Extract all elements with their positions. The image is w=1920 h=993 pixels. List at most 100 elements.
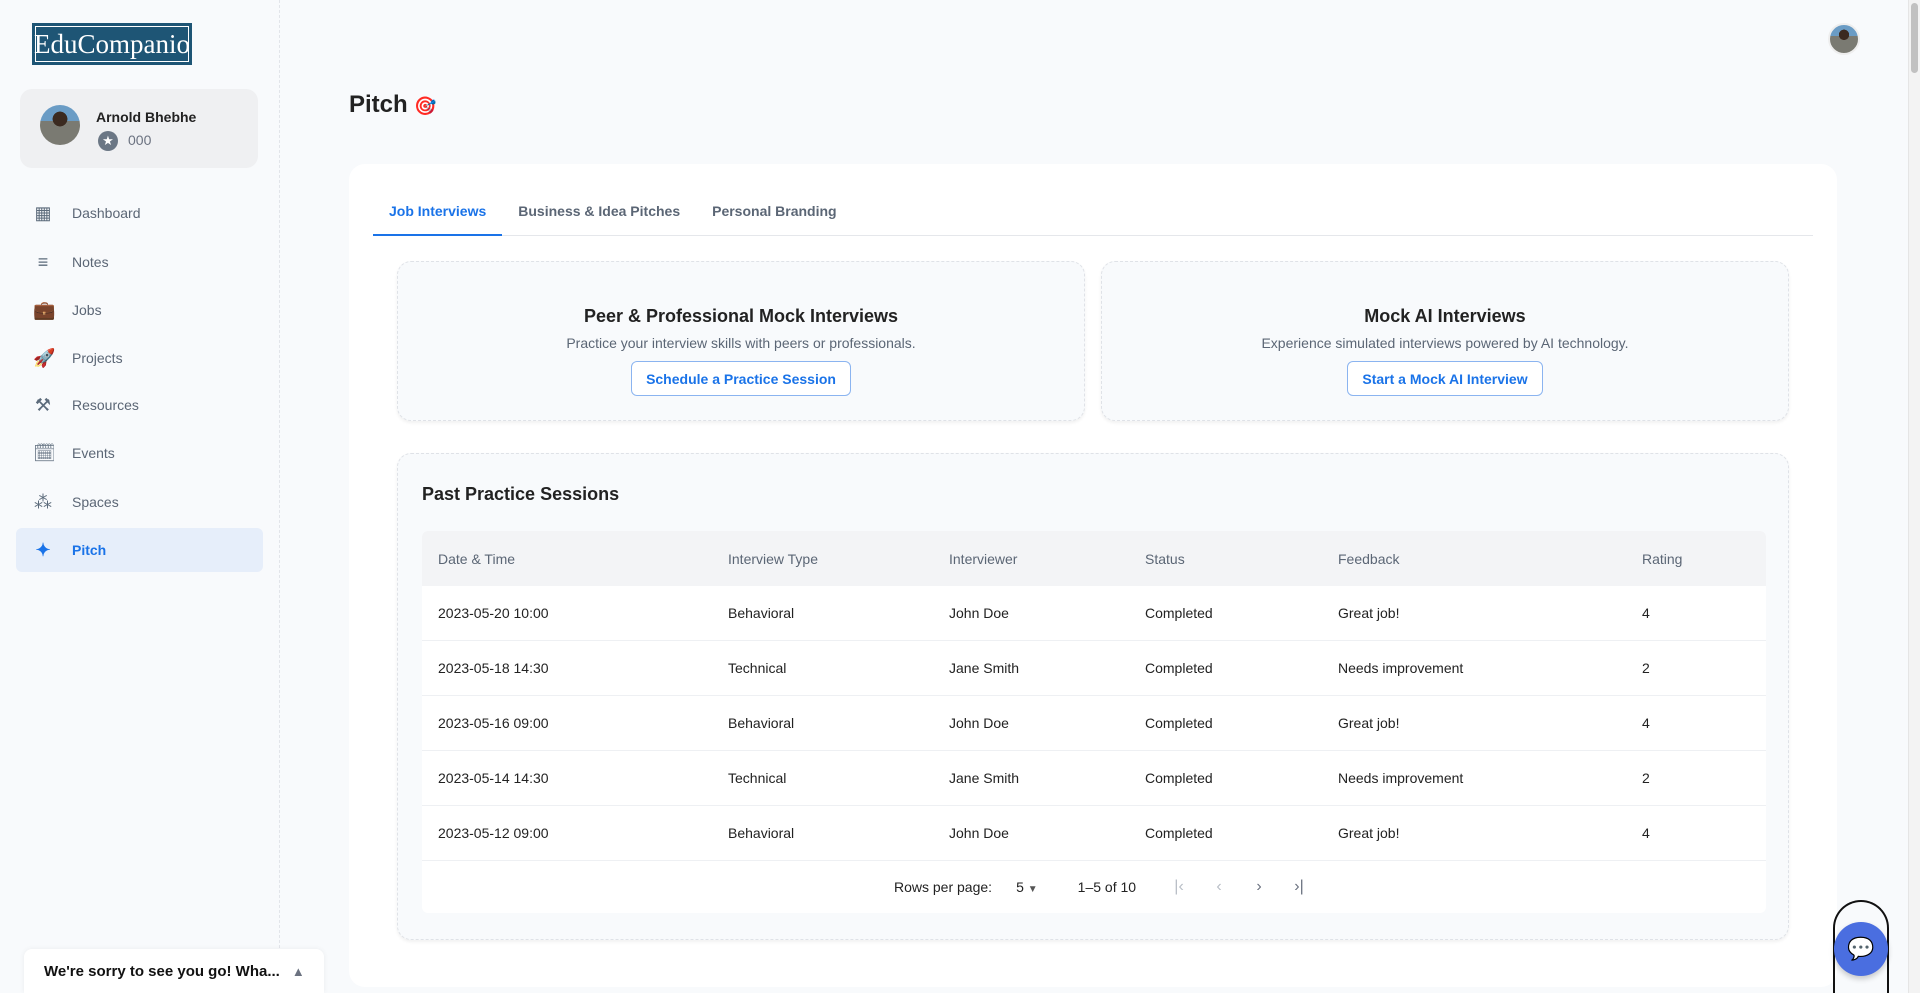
rows-per-page-select[interactable]: 5 ▼ — [1016, 879, 1038, 895]
table-cell: Great job! — [1338, 715, 1400, 731]
table-cell: 4 — [1642, 825, 1650, 841]
prev-page-icon[interactable]: ‹ — [1216, 878, 1222, 895]
table-cell: Needs improvement — [1338, 770, 1464, 786]
column-header[interactable]: Interviewer — [949, 550, 1018, 567]
profile-card[interactable]: Arnold Bhebhe ★ 000 — [20, 89, 258, 168]
table-cell: Needs improvement — [1338, 660, 1464, 676]
sidebar-item-label: Jobs — [72, 302, 102, 318]
table-cell: John Doe — [949, 605, 1009, 621]
chat-sparkle-icon: 💬 — [1847, 936, 1875, 961]
user-points: 000 — [128, 132, 152, 148]
logo[interactable]: EduCompanio — [32, 23, 192, 65]
column-header[interactable]: Feedback — [1338, 550, 1400, 567]
user-name: Arnold Bhebhe — [96, 109, 197, 125]
sparkle-icon: ✦ — [35, 539, 51, 560]
sidebar-item-jobs[interactable]: 💼 Jobs — [16, 288, 263, 332]
ai-chat-button[interactable]: 💬 — [1834, 922, 1888, 976]
page-title: Pitch 🎯 — [349, 91, 437, 118]
table-cell: Behavioral — [728, 715, 795, 731]
account-avatar[interactable] — [1828, 23, 1860, 55]
first-page-icon[interactable]: |‹ — [1174, 878, 1184, 895]
table-row[interactable]: 2023-05-18 14:30 Technical Jane Smith Compl… — [422, 641, 1766, 696]
sidebar-item-pitch[interactable]: ✦ Pitch — [16, 528, 263, 572]
table-header: Date & Time Interview Type Interviewer Stat… — [422, 531, 1766, 586]
option-title: Peer & Professional Mock Interviews — [583, 306, 899, 326]
table-cell: Technical — [728, 770, 787, 786]
section-title: Past Practice Sessions — [422, 484, 620, 504]
rows-per-page-label: Rows per page: — [894, 879, 993, 895]
tab-2[interactable]: Personal Branding — [712, 203, 837, 219]
column-header[interactable]: Interview Type — [728, 550, 819, 567]
sessions-table: Date & Time Interview Type Interviewer Stat… — [422, 531, 1766, 913]
table-cell: Completed — [1145, 825, 1213, 841]
sidebar-item-spaces[interactable]: ⁂ Spaces — [16, 480, 263, 524]
tools-icon: ⚒ — [34, 394, 52, 415]
table-cell: Completed — [1145, 660, 1213, 676]
last-page-icon[interactable]: ›| — [1294, 878, 1304, 895]
star-icon: ★ — [98, 131, 118, 151]
option-card: Mock AI Interviews Experience simulated i… — [1101, 261, 1789, 421]
option-description: Practice your interview skills with peer… — [566, 335, 916, 351]
briefcase-icon: 💼 — [33, 299, 56, 320]
sidebar-item-resources[interactable]: ⚒ Resources — [16, 383, 263, 427]
table-row[interactable]: 2023-05-14 14:30 Technical Jane Smith Compl… — [422, 751, 1766, 806]
tabs: Job Interviews Business & Idea Pitches Per… — [373, 200, 1813, 236]
workspaces-icon: ⁂ — [34, 491, 52, 512]
caret-down-icon: ▼ — [1027, 884, 1038, 895]
column-header[interactable]: Rating — [1642, 550, 1683, 567]
table-cell: 4 — [1642, 605, 1650, 621]
sidebar-item-events[interactable]: 🗓 Events — [16, 431, 263, 475]
table-cell: Completed — [1145, 770, 1213, 786]
table-cell: 4 — [1642, 715, 1650, 731]
schedule-session-button[interactable]: Schedule a Practice Session — [631, 361, 851, 396]
toast-text: We're sorry to see you go! Wha... — [44, 962, 280, 980]
table-cell: Behavioral — [728, 825, 795, 841]
sidebar-item-label: Events — [72, 445, 115, 461]
scrollbar[interactable] — [1908, 0, 1920, 993]
next-page-icon[interactable]: › — [1256, 878, 1262, 895]
page-range: 1–5 of 10 — [1077, 879, 1137, 895]
table-cell: 2023-05-16 09:00 — [438, 715, 549, 731]
caret-up-icon[interactable]: ▲ — [291, 963, 305, 979]
table-cell: John Doe — [949, 825, 1009, 841]
calendar-check-icon: 🗓 — [33, 442, 56, 463]
table-cell: 2 — [1642, 770, 1650, 786]
option-card: Peer & Professional Mock Interviews Pract… — [397, 261, 1085, 421]
table-cell: Completed — [1145, 715, 1213, 731]
notes-icon: ≡ — [37, 251, 49, 272]
sidebar-item-dashboard[interactable]: ▦ Dashboard — [16, 191, 263, 235]
sidebar-item-projects[interactable]: 🚀 Projects — [16, 336, 263, 380]
pagination: Rows per page: 5 ▼ 1–5 of 10 |‹ ‹ › ›| — [422, 861, 1766, 913]
table-cell: Behavioral — [728, 605, 795, 621]
table-cell: 2023-05-18 14:30 — [438, 660, 549, 676]
past-sessions-card: Past Practice Sessions Date & Time Interv… — [397, 453, 1789, 940]
table-cell: Great job! — [1338, 605, 1400, 621]
target-icon: 🎯 — [414, 96, 437, 116]
table-row[interactable]: 2023-05-20 10:00 Behavioral John Doe Comple… — [422, 586, 1766, 641]
sidebar-item-label: Dashboard — [72, 205, 141, 221]
tab-1[interactable]: Business & Idea Pitches — [518, 203, 681, 219]
table-cell: 2023-05-14 14:30 — [438, 770, 549, 786]
column-header[interactable]: Date & Time — [438, 550, 516, 567]
table-cell: Completed — [1145, 605, 1213, 621]
tab-0[interactable]: Job Interviews — [373, 200, 503, 236]
table-cell: 2 — [1642, 660, 1650, 676]
rocket-icon: 🚀 — [33, 347, 56, 368]
dashboard-icon: ▦ — [34, 202, 52, 223]
option-title: Mock AI Interviews — [1364, 306, 1526, 326]
sidebar-item-label: Resources — [72, 397, 139, 413]
sidebar-item-notes[interactable]: ≡ Notes — [16, 240, 263, 284]
feedback-toast[interactable]: We're sorry to see you go! Wha... ▲ — [24, 949, 324, 993]
sidebar-item-label: Notes — [72, 254, 109, 270]
avatar — [40, 105, 80, 145]
table-cell: Jane Smith — [949, 770, 1020, 786]
table-row[interactable]: 2023-05-16 09:00 Behavioral John Doe Comple… — [422, 696, 1766, 751]
table-row[interactable]: 2023-05-12 09:00 Behavioral John Doe Comple… — [422, 806, 1766, 861]
start-ai-interview-button[interactable]: Start a Mock AI Interview — [1347, 361, 1543, 396]
sidebar: EduCompanio Arnold Bhebhe ★ 000 ▦ Dashboa… — [0, 0, 280, 993]
table-cell: Technical — [728, 660, 787, 676]
option-description: Experience simulated interviews powered … — [1261, 335, 1629, 351]
sidebar-item-label: Spaces — [72, 494, 119, 510]
column-header[interactable]: Status — [1145, 550, 1185, 567]
table-cell: 2023-05-12 09:00 — [438, 825, 549, 841]
